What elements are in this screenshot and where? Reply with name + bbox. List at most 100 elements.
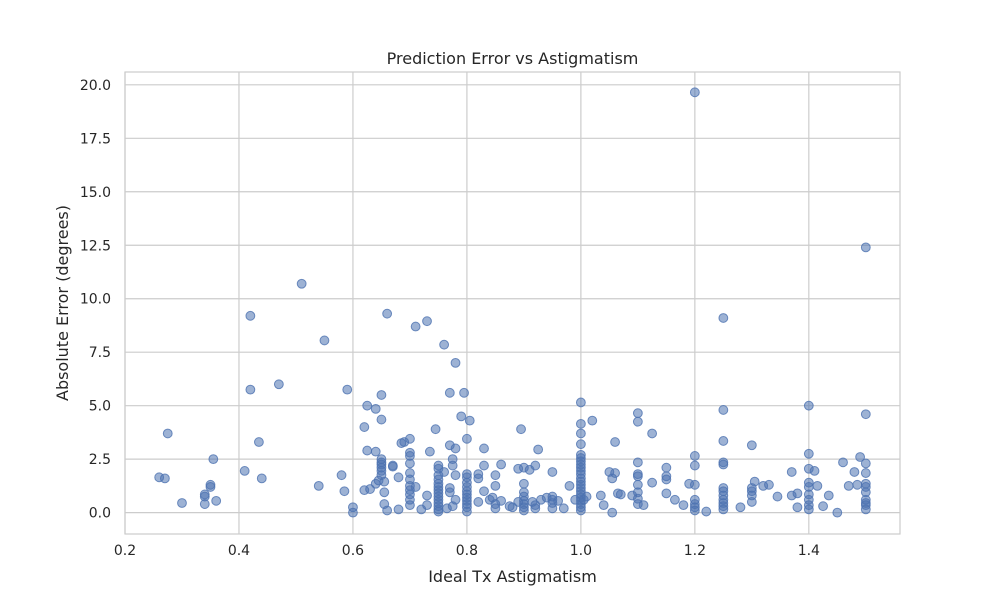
data-point [379,487,390,498]
data-point [239,466,250,476]
data-point [490,503,501,514]
chart-title: Prediction Error vs Astigmatism [387,49,639,68]
data-point [530,503,541,514]
data-point [718,405,729,415]
data-point [792,488,803,499]
data-point [792,502,803,513]
data-point [405,433,415,444]
data-point [393,472,404,483]
data-point [422,490,432,501]
data-point [670,494,680,505]
data-point [860,468,871,478]
data-point [348,507,358,518]
y-tick-label: 5.0 [89,399,111,415]
data-point [575,505,586,516]
y-axis-label: Absolute Error (degrees) [53,205,72,401]
data-point [823,490,834,501]
data-point [809,466,820,476]
data-point [718,504,729,515]
data-point [638,500,649,511]
data-point [450,470,461,481]
x-tick-label: 1.4 [798,543,820,559]
data-point [689,505,700,516]
data-point [701,506,712,517]
x-tick-label: 1.0 [570,543,592,559]
data-point [843,480,854,491]
data-point [615,489,626,500]
data-point [632,408,643,419]
data-point [405,458,415,469]
data-point [518,505,529,516]
data-point [852,479,863,490]
plot-area [124,71,901,535]
data-point [689,460,700,471]
data-point [595,490,606,501]
x-tick-label: 0.8 [456,543,478,559]
data-point [803,400,814,411]
data-point [553,495,563,506]
data-point [177,498,187,508]
data-point [598,500,609,511]
data-point [370,403,381,414]
data-point [273,379,284,390]
data-point [496,495,507,506]
data-point [855,452,866,462]
data-point [211,495,222,506]
data-point [772,491,783,502]
data-point [296,278,307,289]
data-point [382,505,393,516]
data-point [607,507,618,518]
data-point [803,504,814,515]
data-point [376,390,387,400]
data-point [444,487,455,498]
data-point [339,486,350,497]
data-point [430,424,441,435]
gridlines [124,72,900,534]
data-point [159,473,170,484]
data-point [587,415,598,426]
data-point [661,474,672,485]
data-point [575,418,586,429]
data-point [410,321,421,332]
data-point [313,480,324,491]
data-point [661,488,672,499]
data-point [838,457,848,468]
data-point [661,462,672,473]
data-point [376,414,387,425]
data-point [803,448,814,459]
data-point [632,457,643,468]
data-point [245,310,256,321]
data-point [518,478,529,489]
data-point [479,443,489,454]
data-point [362,445,373,456]
y-tick-label: 2.5 [89,452,111,468]
data-point [575,439,586,450]
y-tick-label: 10.0 [80,292,111,308]
data-point [632,416,643,427]
data-point [456,411,467,422]
data-point [410,482,421,492]
data-point [718,459,729,470]
data-point [462,433,472,444]
data-point [533,444,544,455]
data-point [746,497,757,507]
data-point [812,480,823,491]
data-point [387,461,398,472]
data-point [319,335,330,346]
data-point [393,504,404,515]
x-axis-label: Ideal Tx Astigmatism [428,567,597,586]
data-point [647,477,658,488]
data-point [342,384,353,395]
data-point [575,397,586,408]
data-point [382,308,393,319]
data-point [581,491,592,502]
data-point [245,384,256,395]
data-point [832,507,843,518]
data-point [718,436,729,446]
data-point [254,437,264,447]
data-point [473,497,484,507]
data-point [735,502,746,513]
data-point [632,471,643,482]
data-point [379,476,390,487]
